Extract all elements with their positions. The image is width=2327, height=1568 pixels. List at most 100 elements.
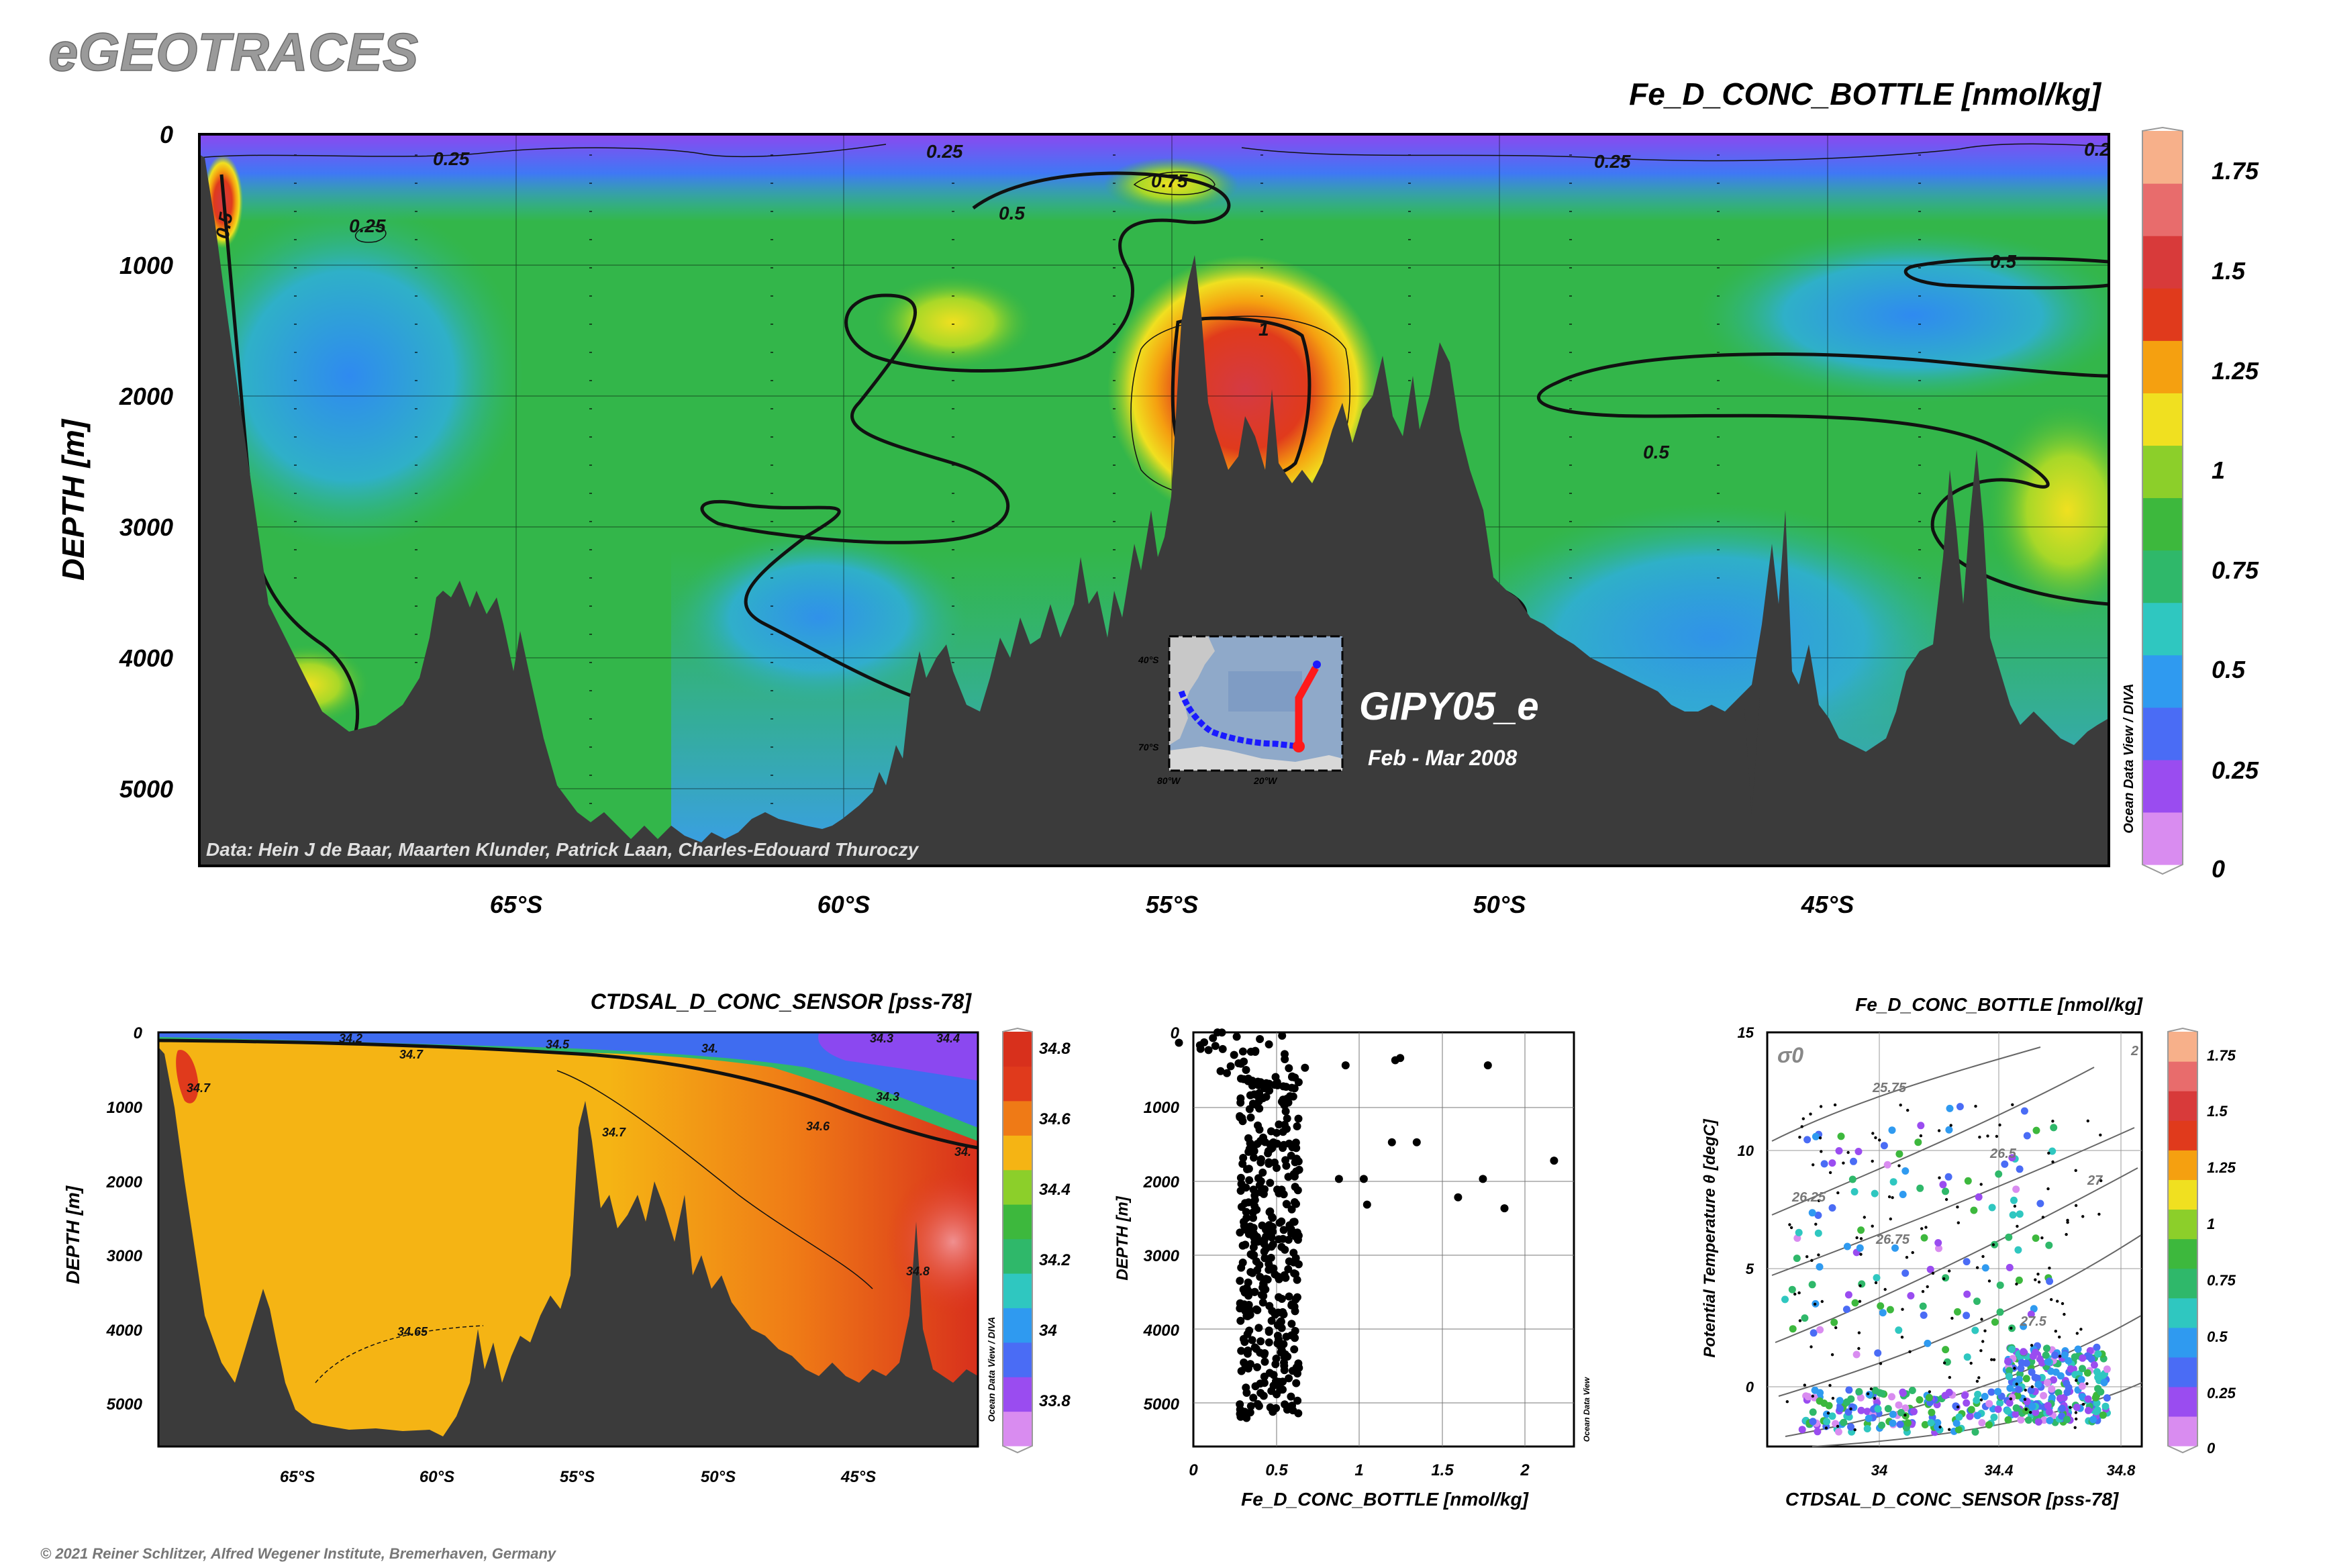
ts-point — [1850, 1157, 1857, 1165]
profile-point — [1260, 1240, 1269, 1248]
main-seafloor — [199, 154, 2109, 866]
ts-point — [1917, 1122, 1925, 1130]
profile-point — [1248, 1336, 1256, 1344]
ts-point — [2094, 1373, 2102, 1381]
contour-label: 34.7 — [187, 1081, 211, 1095]
ts-point — [2015, 1385, 2023, 1393]
y-tick-label: 4000 — [1143, 1322, 1180, 1340]
profile-point — [1295, 1165, 1303, 1174]
main-blue-patch — [1698, 228, 2109, 403]
ts-point — [1828, 1383, 1832, 1387]
profile-point — [1246, 1402, 1255, 1410]
profile-point — [1245, 1326, 1254, 1335]
ts-point — [1942, 1277, 1946, 1281]
ts-point — [1991, 1318, 1999, 1326]
colorbar-tick-label: 1.75 — [2212, 157, 2259, 185]
ts-point — [2040, 1416, 2048, 1424]
ts-point — [1874, 1281, 1878, 1285]
x-tick-label: 34 — [1871, 1462, 1887, 1479]
main-yellow-patch — [1987, 403, 2109, 618]
ts-point — [1852, 1351, 1861, 1359]
ts-point — [1857, 1226, 1865, 1234]
ts-point — [1996, 1308, 2004, 1316]
ts-point — [2009, 1397, 2013, 1401]
ts-x-ticks: 34 34.4 34.8 — [1871, 1462, 2136, 1479]
profile-point — [1280, 1101, 1289, 1110]
x-tick-label: 1 — [1354, 1461, 1363, 1479]
ts-point — [2046, 1416, 2054, 1424]
ts-point — [2056, 1394, 2064, 1402]
profile-point — [1236, 1412, 1245, 1421]
colorbar-tick-label: 1.75 — [2207, 1047, 2236, 1064]
ts-point — [1878, 1138, 1881, 1142]
ts-point — [1834, 1326, 1838, 1330]
contour-label: 34.2 — [339, 1032, 362, 1045]
ts-point — [1996, 1399, 2004, 1407]
ts-point — [1998, 1123, 2001, 1127]
colorbar-tick-label: 0.5 — [2212, 656, 2246, 683]
ts-point — [1916, 1396, 1924, 1404]
ts-point — [1920, 1227, 1924, 1230]
profile-point — [1290, 1172, 1299, 1181]
ts-point — [1981, 1264, 1989, 1272]
ts-point — [1981, 1340, 1985, 1343]
contour-label: 34.3 — [870, 1032, 893, 1045]
profile-point — [1246, 1268, 1255, 1277]
sal-contour-34.7 — [556, 1070, 873, 1289]
ts-point — [2030, 1305, 2038, 1313]
ts-point — [1938, 1176, 1941, 1179]
y-tick-label: 3000 — [107, 1247, 143, 1265]
profile-point — [1281, 1120, 1289, 1129]
ts-point — [2085, 1406, 2092, 1414]
ts-point — [1946, 1104, 1954, 1112]
profile-point — [1240, 1301, 1248, 1309]
ts-point — [1991, 1243, 1995, 1246]
ts-point — [2085, 1382, 2089, 1385]
profile-point — [1275, 1120, 1283, 1129]
ts-point — [1900, 1335, 1904, 1339]
profile-point — [1273, 1078, 1281, 1087]
main-yellow-patch — [1104, 158, 1238, 211]
ts-point — [1855, 1387, 1863, 1395]
ts-point — [1828, 1159, 1836, 1167]
profile-point — [1266, 1140, 1275, 1148]
x-tick-label: 55°S — [1146, 891, 1198, 918]
profile-point — [1396, 1054, 1405, 1063]
colorbar-step — [2142, 550, 2183, 603]
ts-point — [2022, 1375, 2030, 1383]
ts-point — [1935, 1244, 1942, 1253]
ts-point — [1814, 1229, 1822, 1237]
ts-point — [1931, 1271, 1935, 1275]
ts-point — [2006, 1384, 2014, 1392]
ts-point — [2048, 1267, 2051, 1270]
ts-point — [1979, 1398, 1983, 1402]
ts-point — [2028, 1368, 2036, 1376]
ts-point — [1901, 1269, 1910, 1277]
profile-point — [1273, 1164, 1281, 1172]
ts-point — [1833, 1103, 1837, 1107]
profile-point — [1341, 1061, 1350, 1070]
ts-point — [2079, 1354, 2087, 1362]
isopycnal-label: 26.75 — [1875, 1232, 1910, 1247]
ts-point — [2003, 1407, 2012, 1415]
ts-point — [1937, 1129, 1941, 1132]
inset-antarctica — [1169, 746, 1342, 771]
ts-point — [2015, 1375, 2023, 1383]
profile-point — [1290, 1345, 1299, 1354]
y-tick-label: 4000 — [106, 1322, 143, 1340]
ts-point — [1896, 1420, 1904, 1428]
profile-point — [1236, 1173, 1245, 1182]
ts-point — [1820, 1150, 1823, 1153]
inset-lat-label: 70°S — [1138, 742, 1159, 752]
colorbar-tick-label: 1.25 — [2207, 1159, 2236, 1176]
ts-point — [1920, 1234, 1928, 1242]
ts-point — [1977, 1376, 1981, 1379]
ts-point — [2101, 1402, 2110, 1410]
profile-point — [1273, 1339, 1282, 1348]
colorbar-tick-label: 0.75 — [2212, 556, 2259, 584]
profile-point — [1285, 1292, 1293, 1301]
ts-point — [2043, 1344, 2050, 1353]
contour-label: 34.6 — [806, 1120, 830, 1133]
ts-point — [1845, 1386, 1853, 1394]
ts-point — [1850, 1188, 1859, 1195]
